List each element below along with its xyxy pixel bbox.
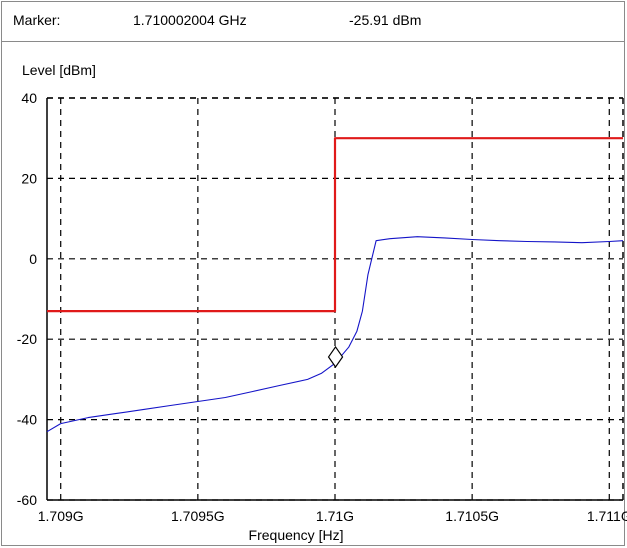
x-tick-label: 1.7105G — [445, 508, 499, 524]
marker-diamond — [327, 345, 344, 369]
marker-layer — [327, 345, 344, 369]
y-tick-label: -40 — [17, 412, 37, 428]
limit-line — [47, 137, 623, 313]
x-tick-label: 1.7095G — [171, 508, 225, 524]
tick-labels: 40 20 0 -20 -40 -601.709G 1.7095G 1.71G 1.7105G 1… — [17, 90, 627, 524]
y-tick-label: 0 — [29, 251, 37, 267]
y-axis-label: Level [dBm] — [22, 62, 96, 78]
y-tick-label: 20 — [21, 170, 37, 186]
x-tick-label: 1.711G — [587, 508, 627, 524]
x-axis-label: Frequency [Hz] — [249, 527, 344, 543]
marker-frequency: 1.710002004 GHz — [133, 12, 247, 28]
marker-level: -25.91 dBm — [349, 12, 422, 28]
marker-readout: Marker: 1.710002004 GHz -25.91 dBm — [2, 2, 624, 42]
trace-line — [46, 236, 624, 433]
x-tick-label: 1.709G — [38, 508, 84, 524]
y-tick-label: -20 — [17, 331, 37, 347]
series — [46, 137, 624, 433]
y-tick-label: 40 — [21, 90, 37, 106]
y-tick-label: -60 — [17, 492, 37, 508]
marker-label: Marker: — [13, 12, 61, 28]
x-tick-label: 1.71G — [316, 508, 354, 524]
